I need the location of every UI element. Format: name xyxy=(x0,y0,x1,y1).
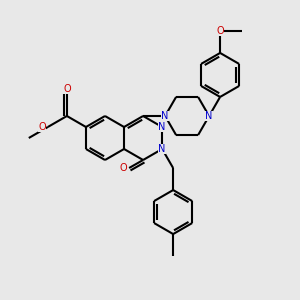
Text: N: N xyxy=(158,144,166,154)
Text: O: O xyxy=(119,163,127,173)
Text: N: N xyxy=(161,111,169,121)
Text: O: O xyxy=(38,122,46,132)
Text: N: N xyxy=(158,122,166,132)
Text: O: O xyxy=(63,84,71,94)
Text: N: N xyxy=(206,111,213,121)
Text: O: O xyxy=(216,26,224,36)
